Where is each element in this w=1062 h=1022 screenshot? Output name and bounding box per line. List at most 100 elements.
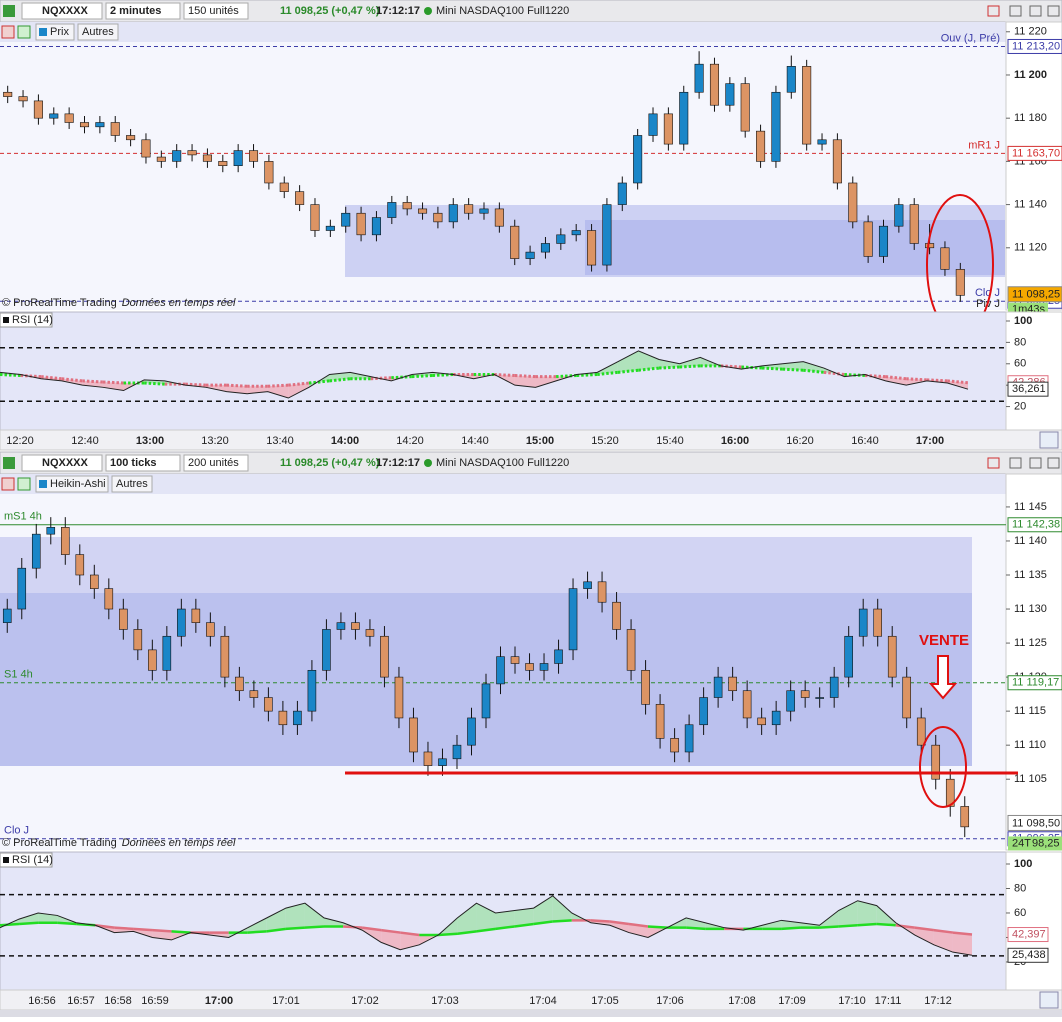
units-field[interactable] — [183, 2, 249, 20]
toolbar-icon — [3, 457, 15, 469]
signal-line — [18, 921, 39, 926]
signal-line — [0, 372, 21, 378]
candle-body — [110, 122, 120, 136]
chart-button[interactable] — [111, 475, 153, 493]
time-label: 16:56 — [28, 995, 56, 1007]
time-label: 16:57 — [67, 995, 95, 1007]
signal-line — [288, 381, 310, 387]
candle-body — [433, 212, 443, 223]
units-field[interactable] — [183, 454, 249, 472]
nav-button[interactable] — [17, 477, 31, 491]
candle-body — [887, 635, 897, 678]
counter-tag — [1008, 836, 1062, 851]
signal-line — [342, 925, 363, 929]
window-button[interactable] — [1009, 457, 1022, 469]
candle-body — [248, 150, 259, 162]
nav-button[interactable] — [1, 477, 15, 491]
window-button[interactable] — [1047, 5, 1060, 17]
symbol-field[interactable] — [21, 454, 103, 472]
rsi-fill — [762, 920, 782, 929]
candle-body — [902, 676, 912, 719]
rsi-axis — [1005, 851, 1062, 991]
time-label: 17:00 — [916, 435, 944, 447]
rsi-tag-label: 25,438 — [1012, 949, 1046, 961]
candle-body — [64, 113, 74, 123]
chart-button[interactable] — [35, 475, 109, 493]
candle-body — [740, 83, 750, 132]
signal-text: VENTE — [919, 632, 969, 649]
candle-body — [583, 581, 592, 589]
candle-body — [418, 208, 428, 214]
highlight-circle — [919, 726, 967, 808]
nav-button[interactable] — [1, 25, 15, 39]
rsi-line — [0, 895, 973, 956]
window-button[interactable] — [1047, 457, 1060, 469]
candle-body — [481, 683, 491, 719]
zoom-button[interactable] — [1039, 431, 1059, 449]
candle-body — [467, 717, 476, 746]
time-label: 16:00 — [721, 435, 749, 447]
window-button[interactable] — [1029, 5, 1042, 17]
signal-line — [457, 930, 477, 936]
signal-line — [95, 923, 115, 929]
candle-body — [587, 230, 597, 266]
candle-body — [438, 758, 447, 766]
instrument-name: Mini NASDAQ100 Full1220 — [436, 457, 569, 469]
signal-line — [266, 927, 287, 933]
rsi-fill — [476, 903, 496, 932]
candle-body — [162, 635, 172, 671]
credit-note: Données en temps réel — [122, 837, 236, 849]
chart-button-label: Autres — [82, 26, 114, 38]
candle-body — [525, 663, 534, 671]
rsi-fill — [535, 376, 557, 388]
signal-line — [819, 925, 839, 929]
window-button[interactable] — [1009, 5, 1022, 17]
signal-line — [844, 372, 866, 378]
signal-line — [885, 375, 907, 381]
symbol-field[interactable] — [21, 2, 103, 20]
signal-line — [933, 928, 954, 934]
candle-body — [3, 91, 13, 97]
signal-line — [370, 376, 392, 381]
y-tick-label: 11 130 — [1014, 603, 1047, 615]
candle-body — [655, 704, 665, 739]
candle-body — [679, 91, 689, 145]
time-label: 14:00 — [331, 435, 359, 447]
time-label: 17:10 — [838, 995, 866, 1007]
candle-body — [191, 608, 201, 623]
candle-body — [387, 202, 397, 218]
candle-body — [187, 150, 197, 156]
window-button[interactable] — [1029, 457, 1042, 469]
signal-line — [102, 380, 124, 385]
signal-line — [926, 378, 948, 383]
candle-body — [663, 113, 673, 145]
candle-body — [177, 608, 186, 637]
rsi-tag — [1007, 927, 1049, 943]
signal-line — [617, 368, 639, 374]
candle-body — [356, 212, 366, 236]
candle-body — [494, 208, 504, 227]
status-dot — [424, 7, 432, 15]
rsi-fill — [914, 927, 934, 945]
period-field[interactable] — [105, 2, 181, 20]
nav-button[interactable] — [17, 25, 31, 39]
rsi-fill — [324, 917, 344, 927]
rsi-fill — [288, 383, 309, 399]
candle-body — [206, 622, 215, 637]
signal-line — [285, 926, 306, 931]
candle-body — [18, 96, 28, 102]
candle-body — [235, 676, 244, 692]
zoom-button[interactable] — [1039, 991, 1059, 1009]
window-button[interactable] — [987, 457, 1000, 469]
time-label: 12:20 — [6, 435, 34, 447]
chart-button[interactable] — [77, 23, 119, 41]
level-tag — [1007, 145, 1062, 161]
rsi-fill — [205, 385, 227, 392]
candle-body — [786, 690, 795, 712]
window-button[interactable] — [987, 5, 1000, 17]
rsi-fill — [38, 912, 58, 923]
y-tick-label: 11 105 — [1014, 773, 1047, 785]
candle-body — [202, 154, 212, 162]
period-field[interactable] — [105, 454, 181, 472]
rsi-fill — [857, 900, 877, 926]
